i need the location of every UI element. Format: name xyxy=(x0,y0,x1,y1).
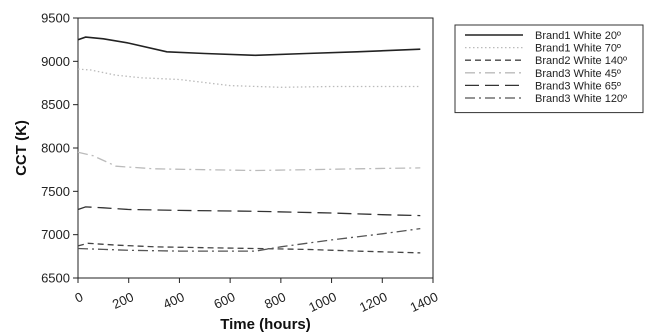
y-axis-ticks: 6500 7000 7500 8000 8500 9000 9500 xyxy=(41,11,78,286)
x-tick-label: 0 xyxy=(72,289,85,306)
series-line-4 xyxy=(77,151,421,172)
legend-label-1: Brand1 White 20º xyxy=(535,30,621,42)
x-tick-label: 200 xyxy=(110,289,136,312)
y-tick-label: 9000 xyxy=(41,54,70,69)
x-tick-label: 1400 xyxy=(408,289,441,315)
series-line-6 xyxy=(77,227,421,252)
legend-label-2: Brand1 White 70º xyxy=(535,43,621,55)
legend-label-4: Brand3 White 45º xyxy=(535,68,621,80)
y-tick-label: 7000 xyxy=(41,227,70,242)
x-axis-title: Time (hours) xyxy=(220,316,311,333)
plot-frame xyxy=(77,17,434,279)
x-tick-label: 400 xyxy=(161,289,187,312)
x-tick-label: 800 xyxy=(262,289,288,312)
legend-label-5: Brand3 White 65º xyxy=(535,80,621,92)
y-tick-label: 6500 xyxy=(41,271,70,286)
y-axis-title: CCT (K) xyxy=(13,120,30,176)
legend-label-3: Brand2 White 140º xyxy=(535,55,627,67)
series-line-3 xyxy=(77,242,421,254)
series-line-2 xyxy=(77,68,421,88)
y-tick-label: 7500 xyxy=(41,184,70,199)
series-line-5 xyxy=(77,206,421,217)
y-tick-label: 9500 xyxy=(41,11,70,26)
legend-label-6: Brand3 White 120º xyxy=(535,93,627,105)
x-tick-label: 600 xyxy=(211,289,237,312)
plot-area xyxy=(77,17,434,279)
y-tick-label: 8500 xyxy=(41,97,70,112)
x-axis-ticks: 0 200 400 600 800 1000 1200 1400 xyxy=(72,278,440,315)
x-tick-label: 1200 xyxy=(357,289,390,315)
x-tick-label: 1000 xyxy=(306,289,339,315)
series-layer xyxy=(77,36,421,254)
series-line-1 xyxy=(77,36,421,57)
y-tick-label: 8000 xyxy=(41,141,70,156)
